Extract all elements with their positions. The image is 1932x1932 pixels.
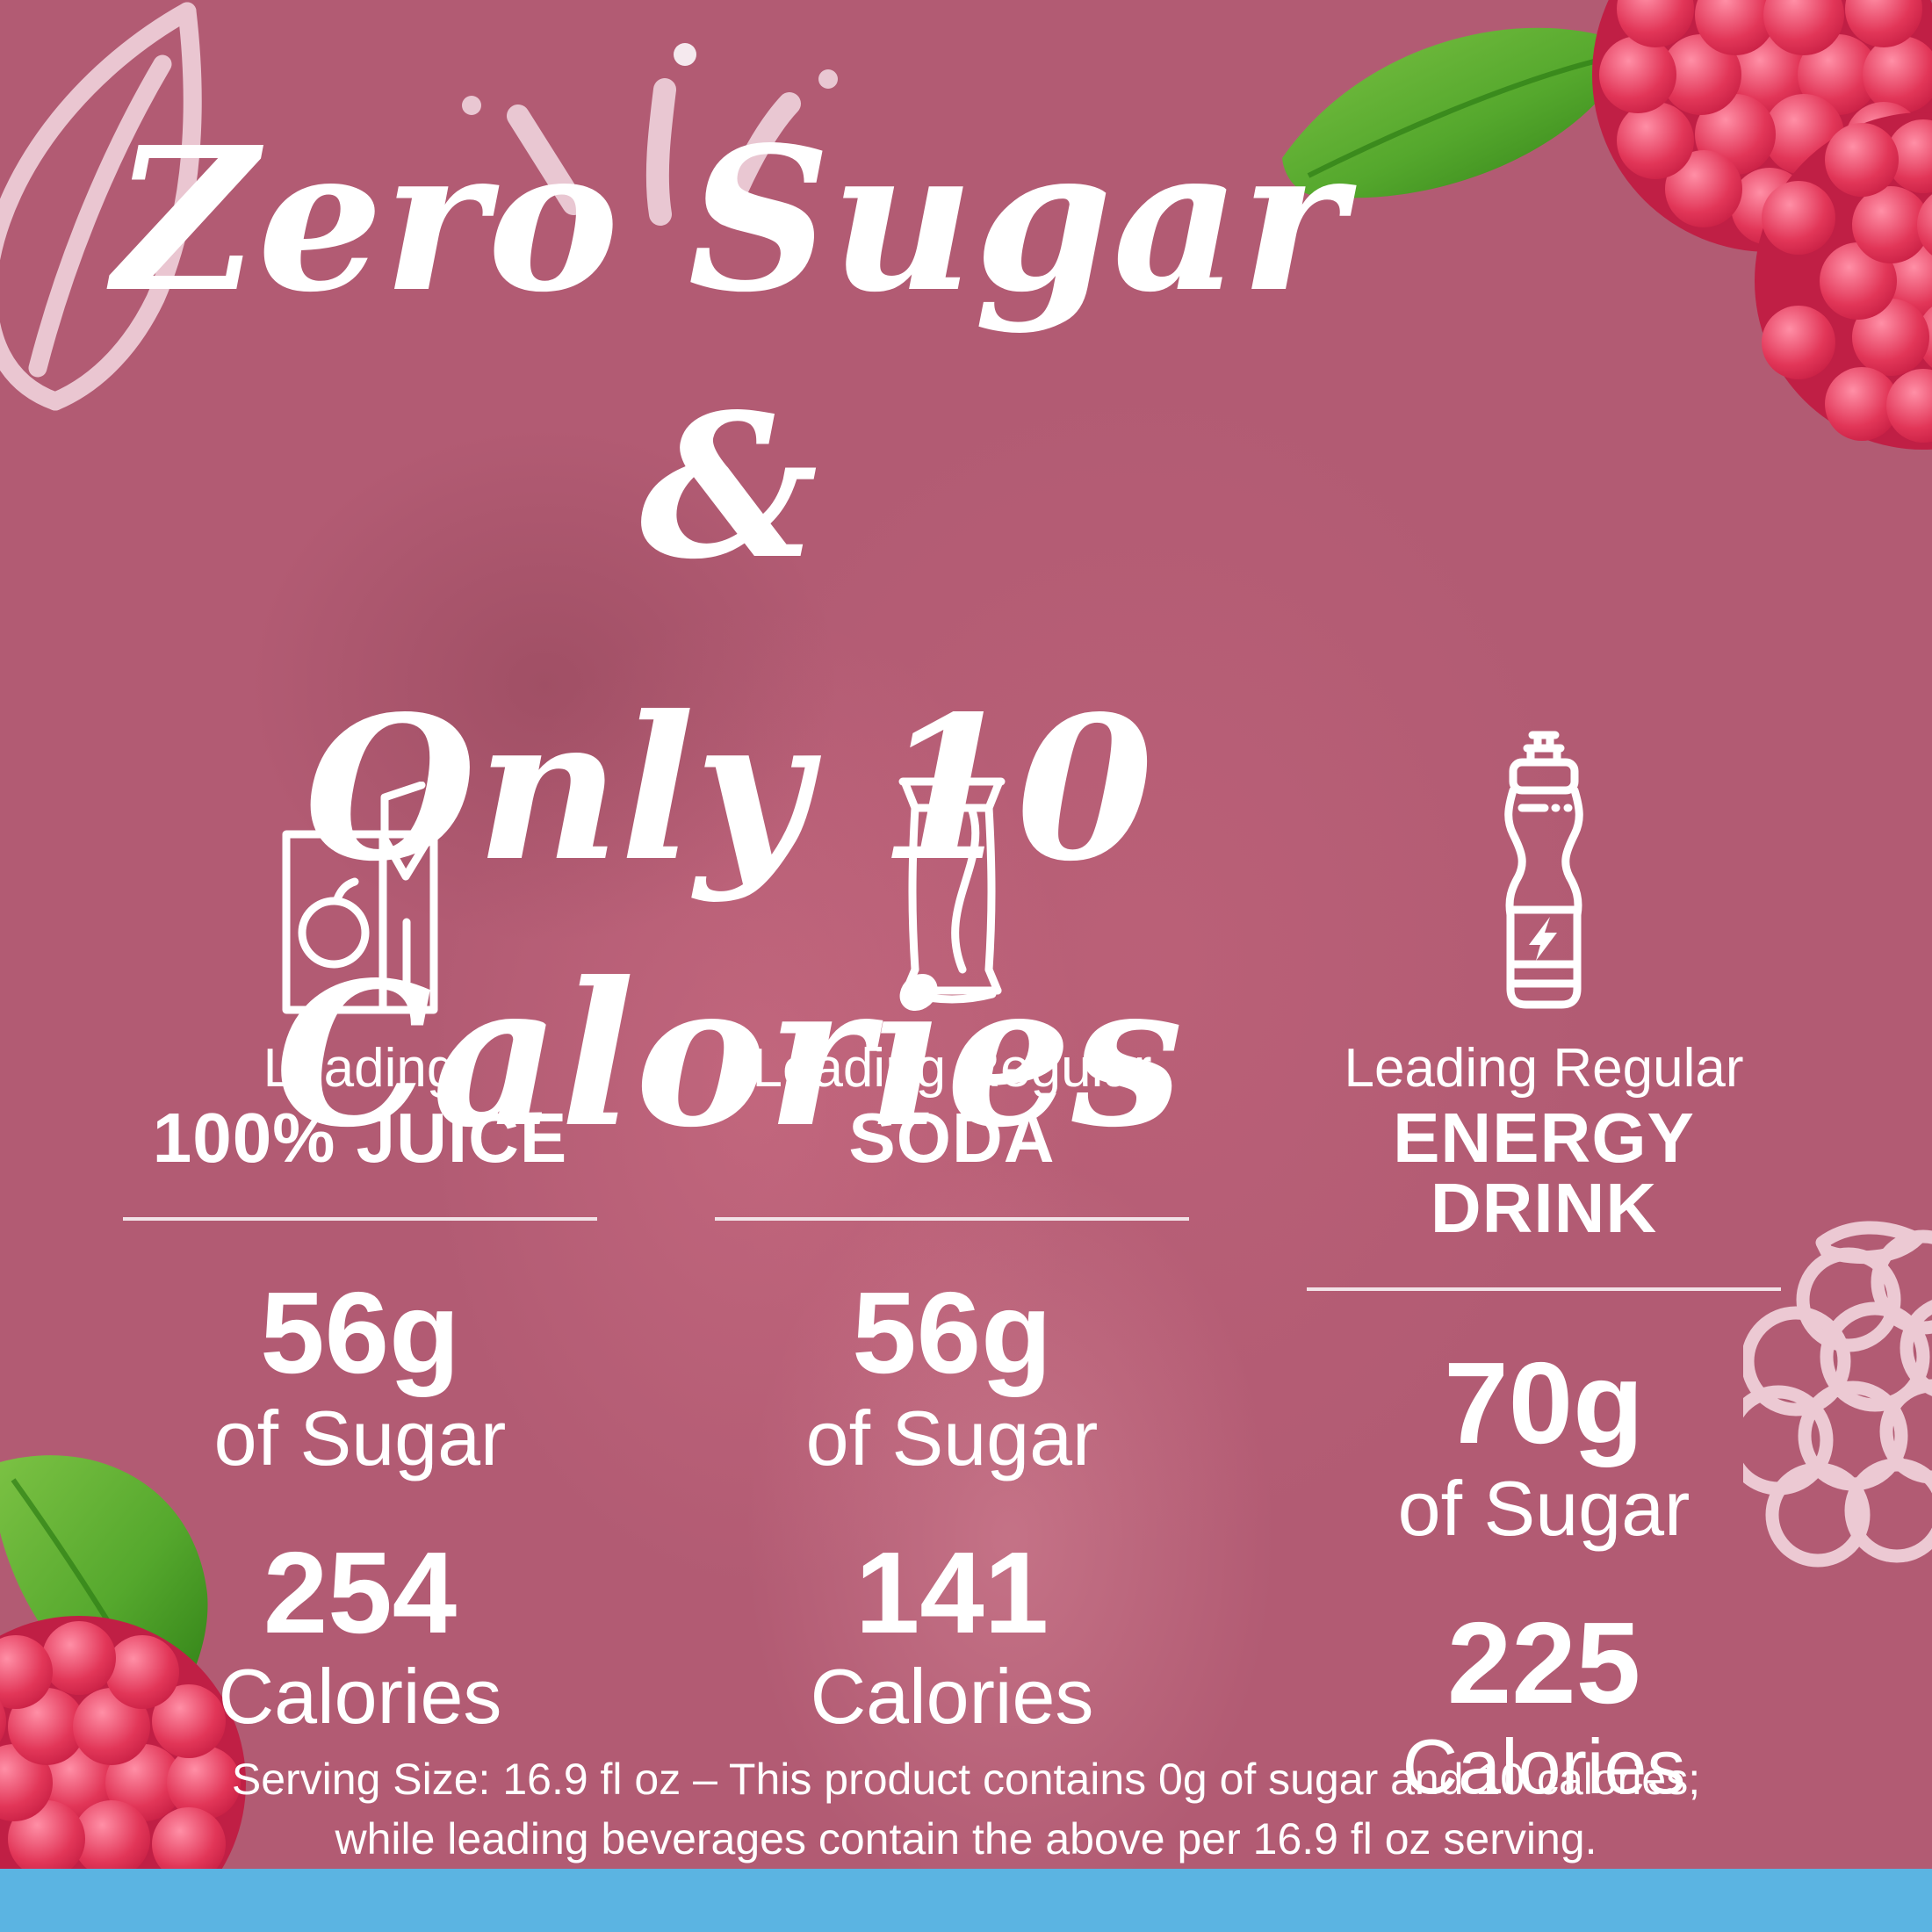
column-energy-drink: Leading Regular ENERGY DRINK 70g of Suga…: [1280, 729, 1807, 1806]
calories-label: Calories: [810, 1653, 1094, 1740]
divider-line: [715, 1217, 1189, 1221]
soda-can-icon: [898, 777, 1006, 1004]
column-juice: Leading 100% JUICE 56g of Sugar 254 Calo…: [97, 729, 624, 1806]
column-header-top: Leading Regular: [1344, 1038, 1744, 1099]
sugar-label: of Sugar: [213, 1395, 507, 1481]
divider-line: [123, 1217, 597, 1221]
disclaimer-line2: while leading beverages contain the abov…: [335, 1814, 1597, 1864]
calories-value: 225: [1446, 1598, 1641, 1727]
calories-label: Calories: [1402, 1723, 1686, 1810]
calories-label: Calories: [218, 1653, 502, 1740]
divider-line: [1307, 1287, 1781, 1291]
raspberry-small: [1755, 112, 1932, 450]
energy-bottle-icon: [1504, 731, 1583, 1009]
sugar-value: 70g: [1444, 1338, 1644, 1467]
column-header-top: Leading Regular: [752, 1038, 1152, 1099]
sugar-label: of Sugar: [1397, 1465, 1690, 1552]
serving-size-disclaimer: Serving Size: 16.9 fl oz – This product …: [0, 1749, 1932, 1869]
calories-value: 254: [263, 1528, 458, 1657]
calories-value: 141: [854, 1528, 1049, 1657]
comparison-columns: Leading 100% JUICE 56g of Sugar 254 Calo…: [97, 729, 1807, 1806]
column-header-bottom: 100% JUICE: [152, 1099, 568, 1177]
disclaimer-line1: Serving Size: 16.9 fl oz – This product …: [231, 1755, 1701, 1804]
raspberry-large: [1592, 0, 1932, 252]
page-title-line1: Zero Sugar &: [112, 105, 1345, 603]
sugar-label: of Sugar: [805, 1395, 1099, 1481]
column-header-bottom: ENERGY DRINK: [1393, 1099, 1695, 1247]
bottom-blue-bar: [0, 1869, 1932, 1932]
column-header-bottom: SODA: [848, 1099, 1056, 1177]
page-title: Zero Sugar & Only 10 Calories: [9, 88, 1449, 1190]
sugar-value: 56g: [852, 1268, 1052, 1397]
column-soda: Leading Regular SODA 56g of Sugar 141 Ca…: [688, 729, 1215, 1806]
juice-box-icon: [282, 782, 438, 1014]
page-title-line2: Only 10 Calories: [274, 673, 1184, 1172]
sugar-value: 56g: [260, 1268, 460, 1397]
column-header-top: Leading: [263, 1038, 458, 1099]
